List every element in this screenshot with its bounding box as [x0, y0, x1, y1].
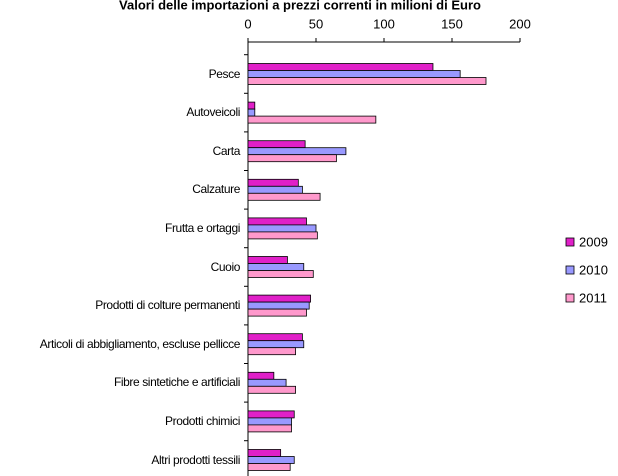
y-tick-label: Prodotti di colture permanenti	[95, 286, 240, 326]
bar	[247, 340, 305, 349]
bar	[247, 417, 292, 426]
category-text: Cuoio	[210, 259, 241, 274]
y-tick-label: Pesce	[208, 54, 241, 94]
bar	[247, 333, 303, 342]
legend-swatch	[565, 293, 575, 303]
x-tick-label: 50	[309, 16, 323, 31]
y-tick-label: Frutta e ortaggi	[165, 208, 240, 248]
bar	[247, 140, 306, 149]
bar	[247, 378, 287, 387]
bar	[247, 371, 275, 380]
legend-label: 2011	[579, 290, 607, 305]
bar	[247, 294, 311, 303]
bar	[247, 410, 295, 419]
y-tick-label: Prodotti chimici	[165, 401, 240, 441]
bar	[247, 77, 487, 85]
bar	[247, 147, 347, 156]
category-text: Frutta e ortaggi	[165, 220, 240, 235]
legend-label: 2010	[579, 262, 608, 277]
x-tick-label: 100	[373, 16, 395, 31]
legend-swatch	[565, 237, 575, 247]
bar	[247, 256, 288, 264]
bar	[247, 231, 318, 240]
category-text: Altri prodotti tessili	[151, 452, 240, 467]
bar	[247, 449, 282, 457]
legend-label: 2009	[579, 234, 608, 249]
bar	[247, 108, 256, 117]
bar	[247, 63, 434, 71]
legend-swatch	[565, 265, 575, 275]
x-tick-label: 150	[441, 16, 463, 31]
bar	[247, 115, 377, 124]
y-tick-label: Carta	[212, 131, 241, 171]
bar	[247, 70, 461, 78]
category-text: Autoveicoli	[186, 105, 240, 120]
bar	[247, 463, 291, 471]
bar	[247, 178, 299, 187]
category-text: Fibre sintetiche e artificiali	[113, 375, 240, 390]
bar	[247, 217, 307, 226]
bar	[247, 101, 256, 110]
bar	[247, 347, 296, 356]
category-text: Prodotti chimici	[165, 413, 240, 428]
bar	[247, 192, 321, 201]
y-tick-label: Autoveicoli	[186, 93, 240, 133]
category-text: Carta	[212, 143, 241, 158]
x-tick-label: 200	[509, 16, 531, 31]
bar	[247, 154, 337, 163]
bar	[247, 308, 307, 317]
y-tick-label: Altri prodotti tessili	[151, 440, 240, 476]
y-tick-label: Calzature	[192, 170, 240, 210]
chart-title: Valori delle importazioni a prezzi corre…	[119, 0, 481, 12]
category-text: Pesce	[208, 66, 241, 81]
y-tick-label: Cuoio	[210, 247, 241, 287]
bar	[247, 224, 317, 233]
bar	[247, 270, 314, 278]
bar	[247, 301, 310, 310]
bar	[247, 385, 296, 394]
bar	[247, 263, 305, 271]
bar	[247, 456, 295, 464]
bar	[247, 424, 292, 433]
bar	[247, 185, 303, 194]
x-tick-label: 0	[244, 16, 251, 31]
category-text: Articoli di abbigliamento, escluse pelli…	[39, 336, 241, 351]
y-tick-label: Fibre sintetiche e artificiali	[114, 363, 240, 403]
y-tick-label: Articoli di abbigliamento, escluse pelli…	[39, 324, 241, 364]
category-text: Calzature	[192, 182, 240, 197]
category-text: Prodotti di colture permanenti	[95, 298, 240, 313]
